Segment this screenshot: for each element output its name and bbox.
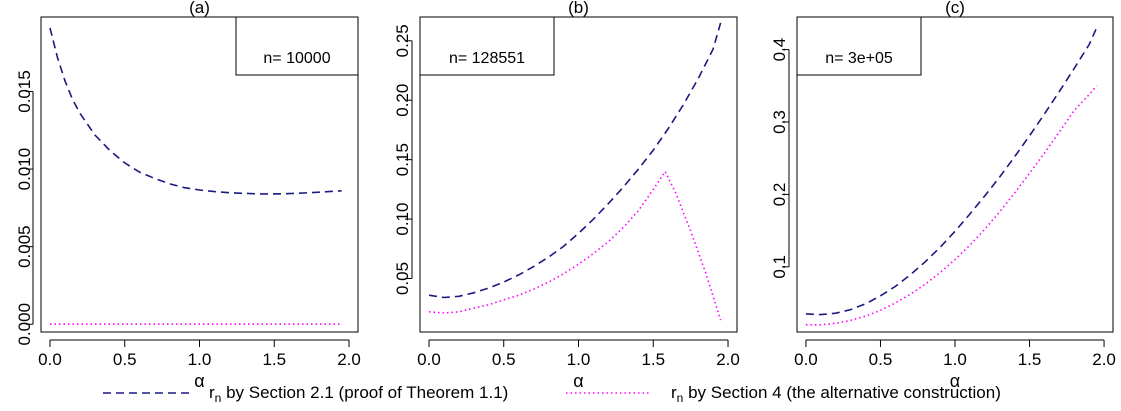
x-tick-label: 1.5 xyxy=(262,350,286,369)
n-legend-box xyxy=(796,16,922,76)
x-tick-label: 2.0 xyxy=(337,350,361,369)
n-legend-box xyxy=(235,16,359,76)
y-tick-label: 0.15 xyxy=(393,143,412,176)
panel-b: (b) 0.0 0.5 1.0 1.5 2.0 α 0.05 0.10 0.15 0.20 0.25 n… xyxy=(393,0,740,391)
x-tick-label: 0.0 xyxy=(38,350,62,369)
legend-label-sec21: rn by Section 2.1 (proof of Theorem 1.1) xyxy=(209,383,508,405)
panel-title: (c) xyxy=(945,0,965,17)
n-legend-text: n= 3e+05 xyxy=(825,50,893,67)
y-tick-label: 0.000 xyxy=(15,303,34,346)
series-line-sec4 xyxy=(428,169,722,321)
x-tick-label: 1.0 xyxy=(943,350,967,369)
y-tick-label: 0.010 xyxy=(15,148,34,191)
panel-c: (c) 0.0 0.5 1.0 1.5 2.0 α 0.1 0.2 0.3 0.4 n= 3e+05 xyxy=(770,0,1116,391)
series-line-sec4 xyxy=(805,85,1098,326)
plot-frame xyxy=(40,16,359,333)
x-tick-label: 2.0 xyxy=(1092,350,1116,369)
x-axis-label: α xyxy=(573,371,583,391)
y-tick-label: 0.3 xyxy=(770,110,789,134)
n-legend-text: n= 10000 xyxy=(263,50,330,67)
x-tick-label: 0.0 xyxy=(794,350,818,369)
x-axis-label: α xyxy=(194,371,204,391)
series-line-sec21 xyxy=(49,27,342,195)
panel-title: (a) xyxy=(189,0,210,17)
plot-frame xyxy=(796,16,1114,333)
x-tick-label: 1.0 xyxy=(567,350,591,369)
y-tick-label: 0.1 xyxy=(770,255,789,279)
x-tick-label: 1.0 xyxy=(188,350,212,369)
n-legend-text: n= 128551 xyxy=(449,50,525,67)
y-tick-label: 0.015 xyxy=(15,70,34,113)
y-tick-label: 0.4 xyxy=(770,38,789,62)
x-tick-label: 0.5 xyxy=(113,350,137,369)
series-line-sec21 xyxy=(805,27,1098,316)
legend-label-sec4: rn by Section 4 (the alternative constru… xyxy=(671,383,1001,405)
y-tick-label: 0.05 xyxy=(393,262,412,295)
x-axis-label: α xyxy=(950,371,960,391)
x-tick-label: 0.0 xyxy=(417,350,441,369)
x-tick-label: 2.0 xyxy=(716,350,740,369)
x-tick-label: 1.5 xyxy=(1018,350,1042,369)
y-tick-label: 0.2 xyxy=(770,183,789,207)
x-tick-label: 1.5 xyxy=(641,350,665,369)
panel-a: (a) 0.0 0.5 1.0 1.5 2.0 α 0.000 0.005 0.010 0.015 n… xyxy=(15,0,361,391)
y-tick-label: 0.20 xyxy=(393,84,412,117)
n-legend-box xyxy=(419,16,555,76)
plot-frame xyxy=(419,16,738,333)
y-tick-label: 0.25 xyxy=(393,24,412,57)
y-tick-label: 0.10 xyxy=(393,203,412,236)
figure-legend: rn by Section 2.1 (proof of Theorem 1.1)… xyxy=(103,383,1001,405)
x-tick-label: 0.5 xyxy=(869,350,893,369)
y-tick-label: 0.005 xyxy=(15,225,34,268)
x-tick-label: 0.5 xyxy=(492,350,516,369)
panel-title: (b) xyxy=(568,0,589,17)
